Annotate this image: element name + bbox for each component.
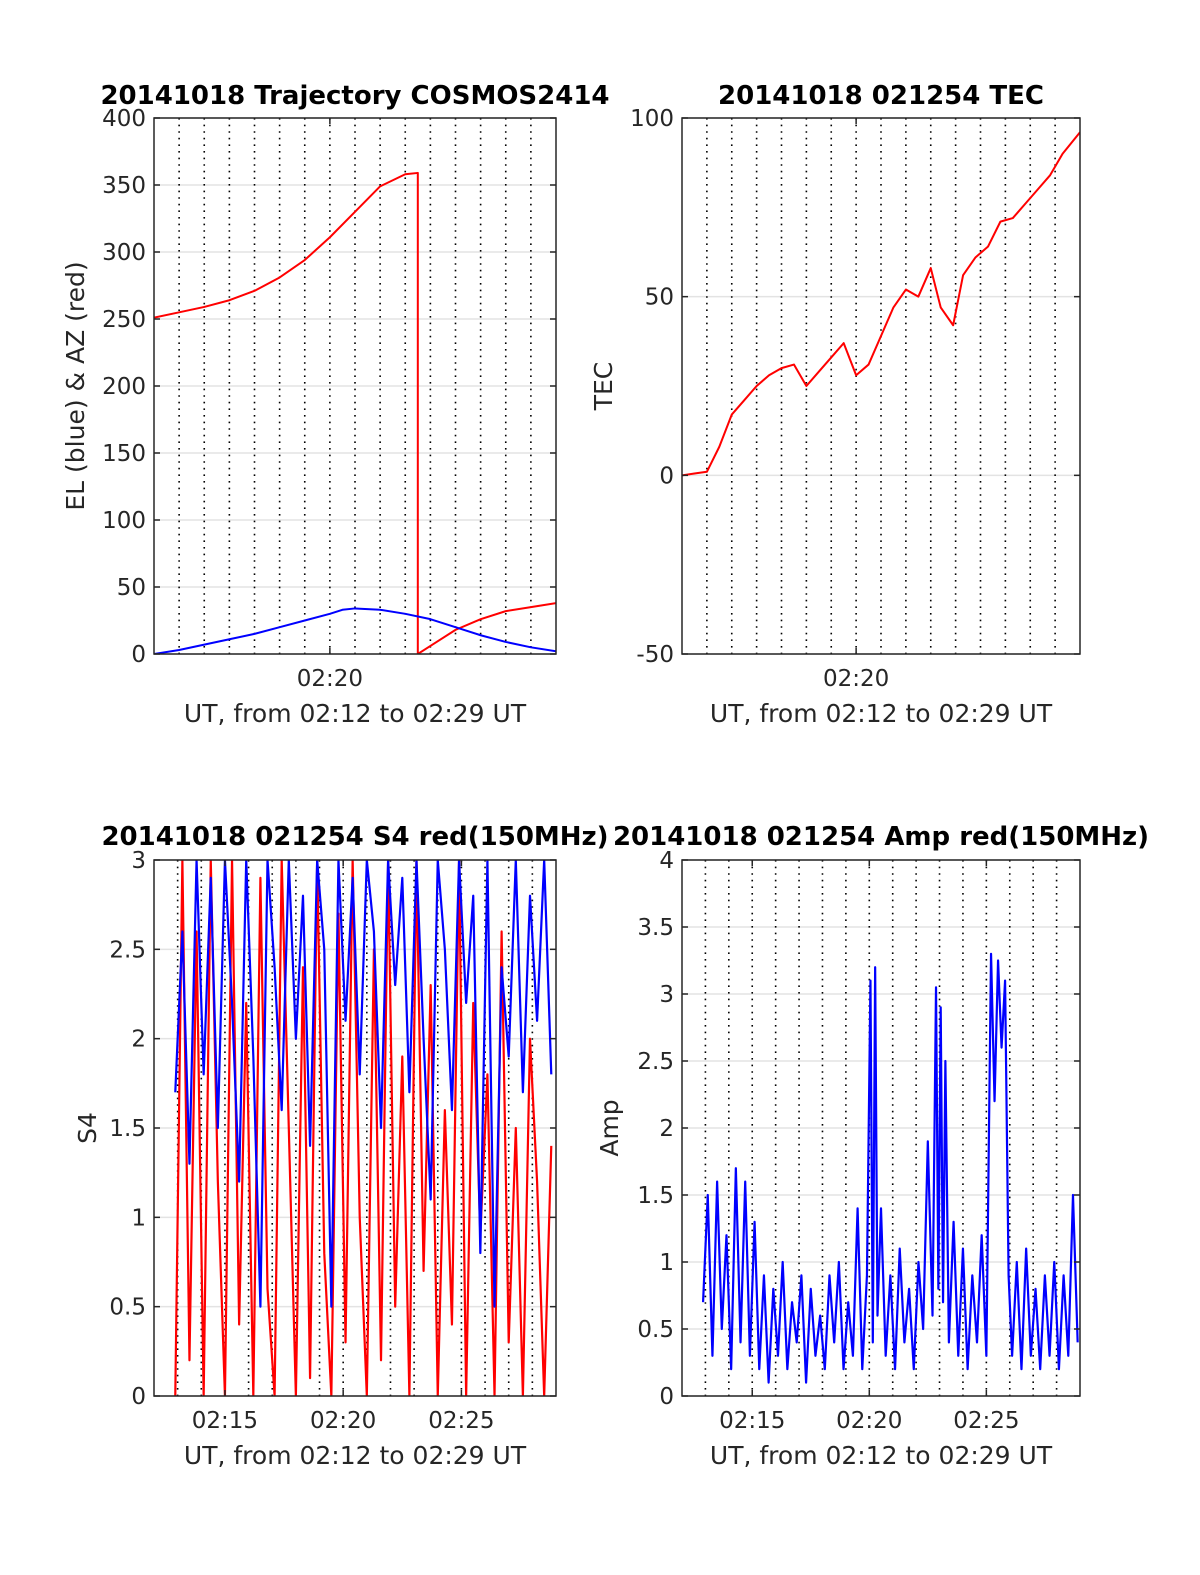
trajectory-panel: 20141018 Trajectory COSMOS2414 UT, from … <box>61 81 610 728</box>
series-line-1 <box>154 171 556 654</box>
y-tick-label: 3 <box>131 848 146 874</box>
y-tick-label: 1 <box>659 1250 674 1276</box>
y-tick-label: 4 <box>659 848 674 874</box>
y-tick-label: 0 <box>659 463 674 489</box>
x-tick-label: 02:25 <box>953 1408 1019 1434</box>
y-tick-label: 2.5 <box>637 1049 674 1075</box>
y-tick-label: 3 <box>659 982 674 1008</box>
y-tick-label: 100 <box>630 106 674 132</box>
y-tick-label: 0 <box>131 1384 146 1410</box>
chart-title: 20141018 021254 TEC <box>718 81 1044 111</box>
y-axis-label: Amp <box>595 1099 624 1156</box>
chart-title: 20141018 021254 S4 red(150MHz) <box>101 822 608 852</box>
y-tick-label: 2.5 <box>109 937 146 963</box>
y-tick-label: 300 <box>102 240 146 266</box>
y-tick-label: 0 <box>659 1384 674 1410</box>
amp-panel: 20141018 021254 Amp red(150MHz) UT, from… <box>595 822 1149 1470</box>
series-line-1 <box>682 131 1080 477</box>
y-tick-label: 100 <box>102 508 146 534</box>
series-line-1 <box>701 952 1079 1384</box>
y-axis-label: S4 <box>73 1112 102 1144</box>
y-tick-label: 0 <box>131 642 146 668</box>
x-tick-label: 02:15 <box>192 1408 258 1434</box>
series-line-2 <box>174 860 553 1308</box>
plot-area <box>682 118 1080 654</box>
y-tick-label: 350 <box>102 173 146 199</box>
y-tick-label: 400 <box>102 106 146 132</box>
series-group <box>174 860 553 1396</box>
x-axis-label: UT, from 02:12 to 02:29 UT <box>710 699 1053 728</box>
y-tick-label: 1.5 <box>637 1183 674 1209</box>
y-tick-label: 250 <box>102 307 146 333</box>
series-group <box>701 952 1079 1384</box>
y-tick-label: 50 <box>645 285 674 311</box>
x-tick-label: 02:20 <box>836 1408 902 1434</box>
x-axis-label: UT, from 02:12 to 02:29 UT <box>710 1441 1053 1470</box>
s4-panel: 20141018 021254 S4 red(150MHz) UT, from … <box>73 822 609 1470</box>
y-tick-label: 2 <box>659 1116 674 1142</box>
y-tick-label: 2 <box>131 1027 146 1053</box>
x-tick-label: 02:20 <box>823 666 889 692</box>
y-tick-label: 3.5 <box>637 915 674 941</box>
series-line-1 <box>174 860 553 1396</box>
y-axis-label: TEC <box>589 362 618 412</box>
series-line-2 <box>154 607 556 654</box>
x-axis-label: UT, from 02:12 to 02:29 UT <box>184 1441 527 1470</box>
y-tick-label: 50 <box>117 575 146 601</box>
x-tick-label: 02:20 <box>310 1408 376 1434</box>
y-tick-label: -50 <box>636 642 674 668</box>
series-group <box>154 171 556 654</box>
x-axis-label: UT, from 02:12 to 02:29 UT <box>184 699 527 728</box>
y-tick-label: 150 <box>102 441 146 467</box>
chart-title: 20141018 Trajectory COSMOS2414 <box>100 81 609 111</box>
axes-frame <box>681 117 1081 655</box>
y-tick-label: 0.5 <box>109 1295 146 1321</box>
chart-title: 20141018 021254 Amp red(150MHz) <box>613 822 1149 852</box>
tec-panel: 20141018 021254 TEC UT, from 02:12 to 02… <box>589 81 1081 728</box>
y-tick-label: 1 <box>131 1205 146 1231</box>
y-tick-label: 1.5 <box>109 1116 146 1142</box>
y-axis-label: EL (blue) & AZ (red) <box>61 261 90 510</box>
x-tick-label: 02:15 <box>719 1408 785 1434</box>
series-group <box>682 131 1080 477</box>
y-tick-label: 200 <box>102 374 146 400</box>
x-tick-label: 02:20 <box>297 666 363 692</box>
x-tick-label: 02:25 <box>428 1408 494 1434</box>
y-tick-label: 0.5 <box>637 1317 674 1343</box>
